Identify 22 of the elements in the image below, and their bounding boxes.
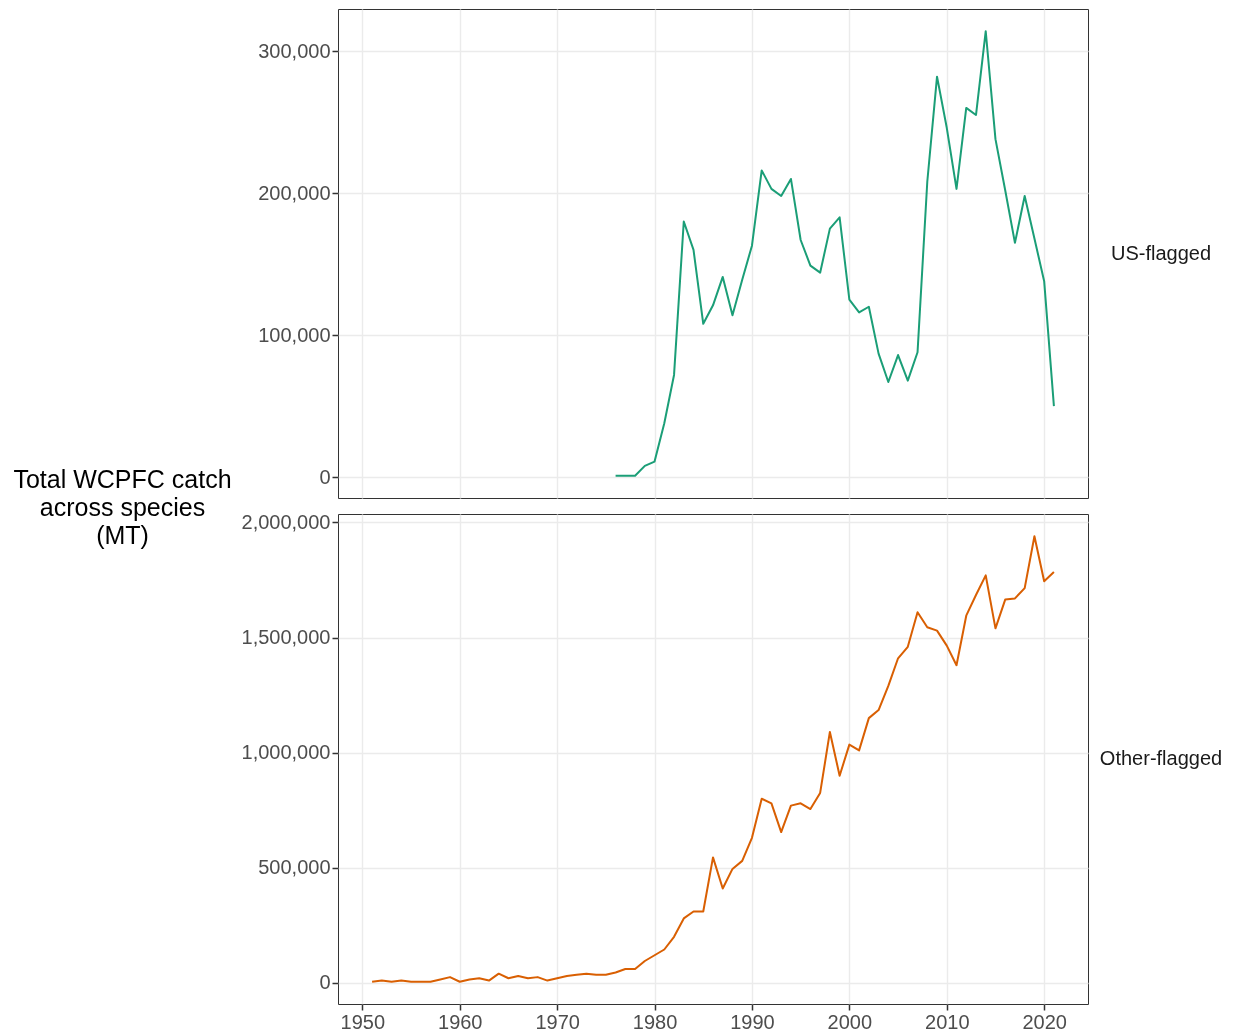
x-tick-label: 2000 bbox=[827, 1010, 873, 1033]
y-tick-label: 2,000,000 bbox=[241, 510, 331, 533]
y-tick-label: 500,000 bbox=[258, 856, 331, 879]
y-tick-label: 1,500,000 bbox=[241, 626, 331, 649]
line-series bbox=[614, 30, 1055, 477]
x-tick-label: 1970 bbox=[535, 1010, 580, 1033]
x-tick-label: 1950 bbox=[340, 1010, 386, 1033]
y-tick-label: 0 bbox=[319, 465, 331, 488]
y-tick-label: 0 bbox=[319, 971, 331, 994]
text: Other-flagged bbox=[1099, 747, 1223, 769]
y-tick-label: 200,000 bbox=[258, 181, 331, 204]
x-tick-label: 1990 bbox=[730, 1010, 775, 1033]
text: US-flagged bbox=[1110, 241, 1212, 264]
line-series bbox=[371, 535, 1055, 983]
x-tick-label: 2020 bbox=[1022, 1010, 1067, 1033]
x-tick-label: 1980 bbox=[632, 1010, 678, 1033]
x-tick-label: 1960 bbox=[438, 1010, 483, 1033]
y-tick-label: 300,000 bbox=[258, 39, 331, 62]
x-tick-label: 2010 bbox=[925, 1010, 970, 1033]
y-axis-title: Total WCPFC catch across species (MT) bbox=[13, 464, 232, 549]
y-tick-label: 1,000,000 bbox=[241, 741, 331, 764]
y-tick-label: 100,000 bbox=[258, 323, 331, 346]
